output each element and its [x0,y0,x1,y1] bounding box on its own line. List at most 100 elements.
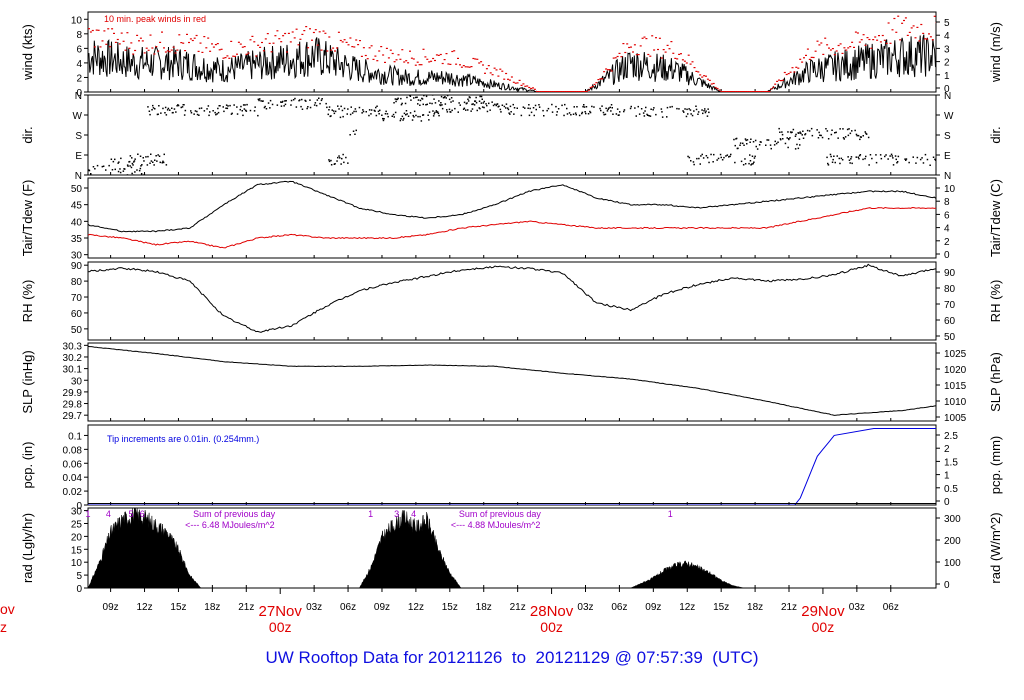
peak-wind-point [522,83,525,85]
dir-point [407,115,410,117]
dir-point [176,105,178,107]
peak-wind-point [728,91,731,92]
dir-point [832,158,834,161]
dir-point [140,165,142,167]
dir-point [217,111,220,114]
peak-wind-point [799,58,802,60]
dir-point [862,158,864,161]
dir-point [589,110,591,113]
dir-point [743,144,745,146]
dir-point [403,112,406,115]
dir-point [751,163,753,165]
peak-wind-point [747,91,750,92]
ytick-label-right: N [944,91,951,102]
xtick-label: 12z [408,602,424,613]
ylabel-left: SLP (inHg) [20,350,35,413]
dir-point [417,115,419,118]
peak-wind-point [908,31,911,33]
dir-point [458,102,460,104]
peak-wind-point [806,48,809,50]
ytick-label-right: 3 [944,44,950,55]
date-label: 28Nov [530,603,574,620]
dir-point [661,111,663,113]
ytick-label: 4 [76,59,82,70]
peak-wind-point [380,46,383,48]
dir-point [172,111,174,114]
ytick-label: 50 [71,325,83,336]
dir-point [924,153,927,156]
peak-wind-point [526,85,529,87]
peak-wind-point [109,46,112,48]
dir-point [846,128,849,131]
peak-wind-point [810,56,813,58]
dir-point [267,102,270,104]
dir-point [734,161,736,164]
peak-wind-point [99,46,102,48]
peak-wind-point [103,30,106,32]
dir-point [516,107,518,109]
dir-point [334,110,337,113]
peak-wind-point [312,31,315,34]
peak-wind-point [658,37,661,39]
day-marker-label: 4 [106,509,111,519]
peak-wind-point [530,87,533,90]
peak-wind-point [549,91,552,92]
peak-wind-point [232,55,235,57]
dir-point [868,164,870,166]
dir-point [499,108,502,111]
dir-point [355,129,357,132]
dir-point [254,106,256,108]
ytick-label-right: S [944,131,951,142]
peak-wind-point [384,61,386,63]
ytick-label-right: 1025 [944,349,967,360]
dir-point [194,110,197,112]
dir-point [483,100,485,103]
dir-point [837,137,839,139]
dir-point [437,112,440,115]
dir-point [635,115,637,117]
peak-wind-point [893,17,896,20]
dir-point [737,147,739,150]
dir-point [419,115,421,118]
peak-wind-point [647,53,650,56]
peak-wind-point [382,54,385,56]
peak-wind-point [922,32,925,34]
peak-wind-point [172,46,175,48]
peak-wind-point [264,38,267,40]
dir-point [162,160,164,163]
dir-point [555,105,557,108]
dir-point [483,106,485,109]
note-line2: <--- 4.88 MJoules/m^2 [451,520,541,530]
peak-wind-point [207,37,210,39]
dir-point [841,159,844,161]
dir-point [787,131,789,133]
time-axis: 09z 12z 15z 18z 21z 03z 06z 09z 12z 15z 18z 21z 03z 0… [103,588,899,635]
dir-point [507,108,510,111]
dir-point [361,112,363,114]
ytick-label: N [75,91,82,102]
dir-point [345,156,347,159]
dir-point [328,159,330,161]
peak-wind-point [805,54,807,56]
dir-point [479,107,481,110]
peak-wind-point [414,64,417,66]
dir-point [848,128,850,130]
peak-wind-point [293,37,296,39]
peak-wind-point [895,31,898,33]
dir-point [612,113,614,115]
dir-point [196,110,198,113]
dir-point [353,110,355,113]
peak-wind-point [274,35,277,37]
peak-wind-point [860,39,863,41]
peak-wind-point [537,91,540,92]
dir-point [753,161,755,163]
ytick-label-right: 5 [944,18,950,29]
dir-point [862,135,864,137]
peak-wind-point [295,28,298,30]
peak-wind-point [318,31,321,33]
dir-point [90,173,92,175]
peak-wind-point [476,58,479,60]
peak-wind-point [153,53,156,55]
peak-wind-point [199,42,202,44]
dir-point [257,98,260,101]
